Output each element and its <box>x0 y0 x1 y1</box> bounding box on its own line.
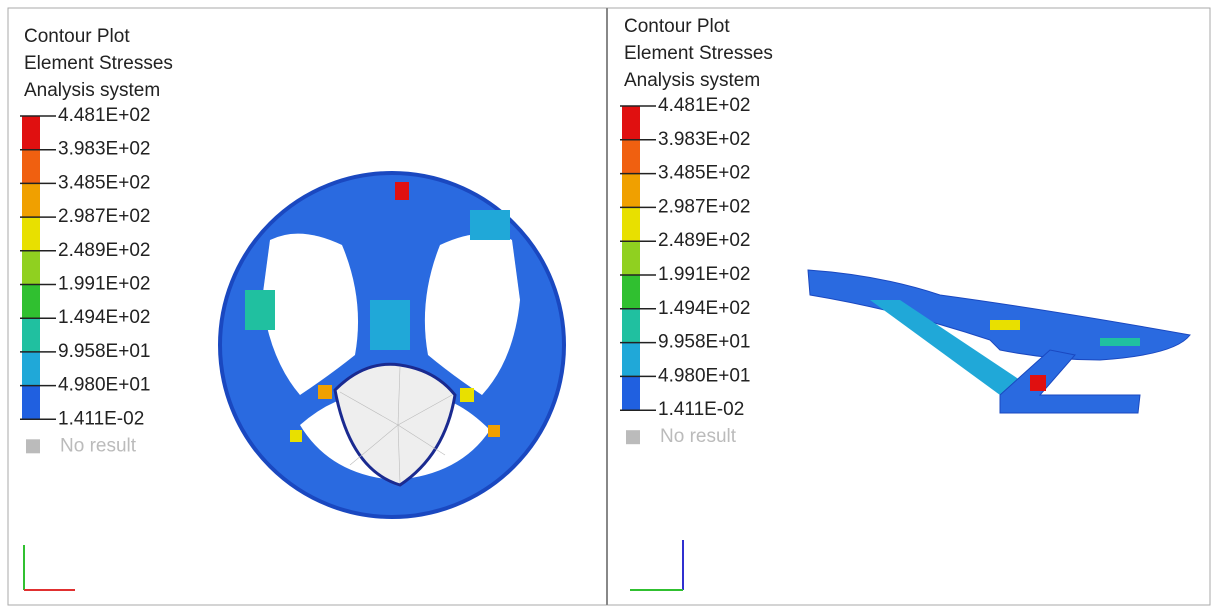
legend-label: 2.489E+02 <box>658 230 750 251</box>
legend-color-band <box>22 251 40 285</box>
legend-label: 3.983E+02 <box>58 139 150 160</box>
legend-label: 4.481E+02 <box>658 95 750 116</box>
legend-color-band <box>622 106 640 140</box>
legend-title: Contour Plot <box>24 26 130 47</box>
legend-color-band <box>22 285 40 319</box>
legend-label: 2.987E+02 <box>658 196 750 217</box>
legend-title: Element Stresses <box>624 43 773 64</box>
legend-color-band <box>622 174 640 208</box>
legend-color-band <box>622 207 640 241</box>
legend-color-band <box>22 318 40 352</box>
legend-color-band <box>22 183 40 217</box>
legend-color-band <box>622 309 640 343</box>
legend-label: 1.411E-02 <box>58 408 144 429</box>
legend-label: 9.958E+01 <box>58 341 150 362</box>
no-result-label: No result <box>60 435 137 456</box>
legend-label: 4.481E+02 <box>58 105 150 126</box>
legend-color-band <box>622 343 640 377</box>
legend-color-band <box>622 140 640 174</box>
legend-label: 9.958E+01 <box>658 332 750 353</box>
legend-label: 3.485E+02 <box>58 172 150 193</box>
legend-color-band <box>622 275 640 309</box>
legend-title: Element Stresses <box>24 53 173 74</box>
legend-label: 1.991E+02 <box>58 274 150 295</box>
legend-label: 1.494E+02 <box>58 307 150 328</box>
legend-color-band <box>622 241 640 275</box>
legend-label: 1.494E+02 <box>658 298 750 319</box>
legend-color-band <box>22 150 40 184</box>
no-result-swatch <box>626 430 640 444</box>
legend-label: 3.983E+02 <box>658 129 750 150</box>
legend-label: 3.485E+02 <box>658 163 750 184</box>
legend-title: Analysis system <box>24 80 160 101</box>
legend-label: 2.489E+02 <box>58 240 150 261</box>
legend-title: Contour Plot <box>624 16 730 37</box>
no-result-swatch <box>26 439 40 453</box>
legend-label: 2.987E+02 <box>58 206 150 227</box>
screenshot: Contour Plot Element Stresses Analysis sys… <box>0 0 1216 607</box>
legend-color-band <box>22 217 40 251</box>
legend-color-band <box>22 386 40 420</box>
frame <box>8 8 1210 605</box>
wheel-model <box>220 173 564 517</box>
legend-label: 4.980E+01 <box>658 365 750 386</box>
no-result-label: No result <box>660 426 737 447</box>
legend-color-band <box>22 116 40 150</box>
legend-color-band <box>622 376 640 410</box>
legend-color-band <box>22 352 40 386</box>
legend-title: Analysis system <box>624 70 760 91</box>
legend-label: 1.991E+02 <box>658 264 750 285</box>
legend-label: 4.980E+01 <box>58 375 150 396</box>
legend-label: 1.411E-02 <box>658 399 744 420</box>
